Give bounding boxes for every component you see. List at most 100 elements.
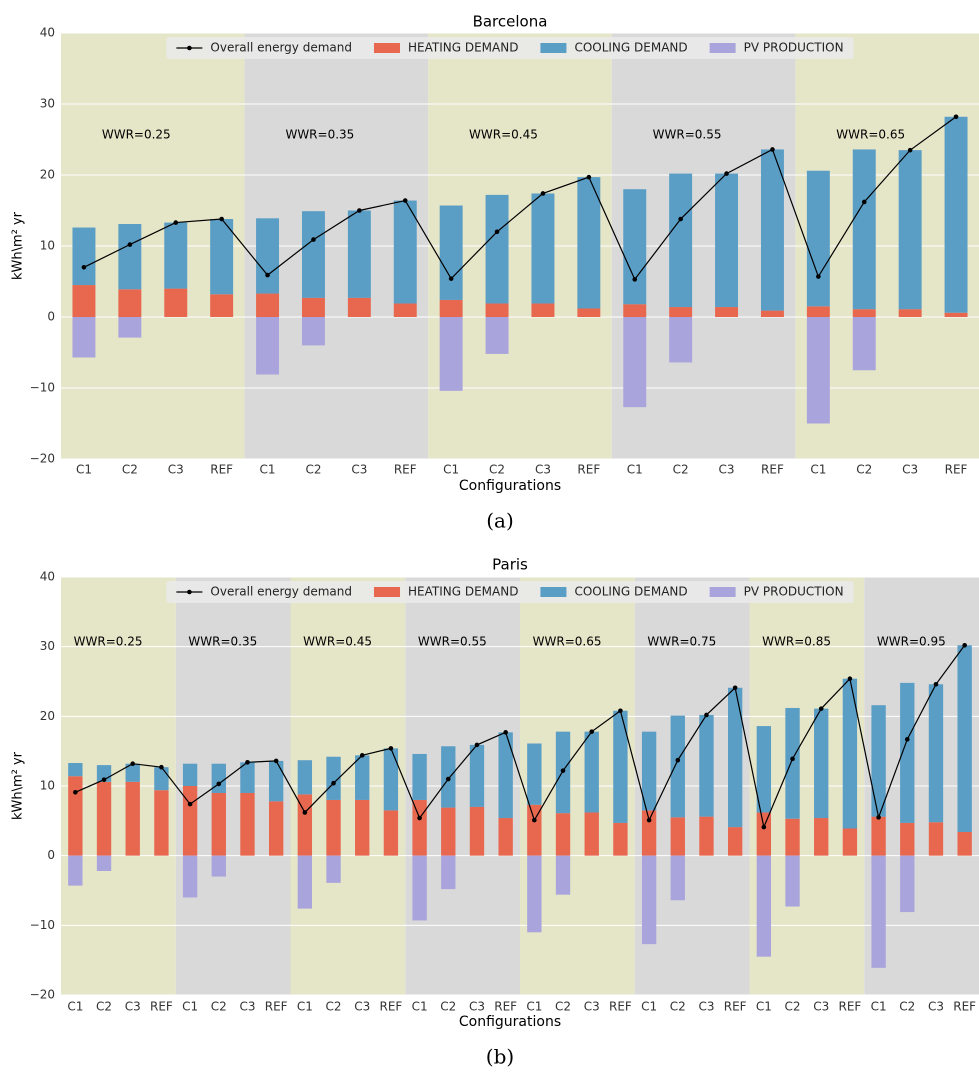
bar xyxy=(68,776,83,856)
line-marker xyxy=(101,777,107,783)
x-tick-label: REF xyxy=(724,1000,747,1014)
bar xyxy=(727,687,743,828)
bar xyxy=(785,818,800,856)
x-tick-label: C3 xyxy=(928,1000,944,1014)
bar xyxy=(852,309,876,317)
x-tick-label: C1 xyxy=(76,463,92,477)
bar xyxy=(211,763,226,793)
y-tick-label: 0 xyxy=(47,848,55,862)
bar xyxy=(412,753,427,800)
line-marker xyxy=(273,758,279,764)
x-tick-label: C1 xyxy=(182,1000,198,1014)
bar xyxy=(900,682,915,823)
legend-item: HEATING DEMAND xyxy=(373,41,518,55)
line-marker xyxy=(445,776,451,782)
line-marker xyxy=(359,753,365,758)
x-tick-label: C2 xyxy=(899,1000,915,1014)
bar xyxy=(806,170,830,307)
x-tick-label: REF xyxy=(609,1000,632,1014)
line-marker xyxy=(560,768,566,773)
line xyxy=(75,644,966,830)
x-tick-label: C2 xyxy=(785,1000,801,1014)
bar xyxy=(577,177,601,309)
x-tick-label: C3 xyxy=(168,463,184,477)
bar xyxy=(164,288,188,317)
legend-item: Overall energy demand xyxy=(176,41,352,55)
bar xyxy=(928,822,944,856)
bar xyxy=(210,294,234,317)
bar xyxy=(469,806,485,856)
x-tick-label: REF xyxy=(379,1000,402,1014)
bar xyxy=(623,304,647,317)
x-tick-label: C3 xyxy=(584,1000,600,1014)
legend-box xyxy=(166,581,854,603)
legend-label: PV PRODUCTION xyxy=(744,585,844,599)
legend-item: COOLING DEMAND xyxy=(540,585,688,599)
bar xyxy=(383,748,399,811)
bar xyxy=(623,189,647,305)
bar xyxy=(670,855,685,901)
bar xyxy=(125,763,140,782)
x-tick-label: C2 xyxy=(440,1000,456,1014)
group-label: WWR=0.65 xyxy=(836,128,905,142)
bar xyxy=(326,756,341,800)
legend-box xyxy=(166,37,854,59)
group-label: WWR=0.85 xyxy=(762,634,831,648)
line-marker xyxy=(847,676,853,682)
group-label: WWR=0.45 xyxy=(469,128,538,142)
bar xyxy=(485,194,509,304)
legend-label: Overall energy demand xyxy=(210,585,352,599)
bar xyxy=(211,792,226,856)
x-tick-label: C2 xyxy=(673,463,689,477)
line-marker xyxy=(589,729,595,734)
legend-marker xyxy=(187,45,192,51)
x-tick-label: C2 xyxy=(670,1000,686,1014)
line-marker xyxy=(962,642,967,648)
line-marker xyxy=(130,761,136,767)
legend-marker xyxy=(187,589,192,595)
bar xyxy=(154,767,169,791)
bar xyxy=(164,222,188,289)
bar xyxy=(182,786,198,856)
line-marker xyxy=(678,216,683,222)
bar xyxy=(806,306,830,317)
x-tick-label: C1 xyxy=(756,1000,772,1014)
x-tick-label: C2 xyxy=(96,1000,112,1014)
y-tick-label: 40 xyxy=(40,26,55,40)
group-label: WWR=0.25 xyxy=(74,634,143,648)
x-tick-label: C3 xyxy=(698,1000,714,1014)
x-tick-label: C1 xyxy=(67,1000,83,1014)
bar xyxy=(531,303,555,317)
line-marker xyxy=(953,114,959,120)
line-marker xyxy=(790,756,795,762)
line-marker xyxy=(302,810,308,815)
legend-label: COOLING DEMAND xyxy=(574,585,687,599)
bar xyxy=(393,200,417,304)
bar xyxy=(760,149,784,311)
bar xyxy=(485,303,509,317)
line-marker xyxy=(159,764,164,770)
group-label: WWR=0.35 xyxy=(285,128,354,142)
line-marker xyxy=(861,199,867,205)
x-tick-label: C3 xyxy=(239,1000,255,1014)
x-tick-label: C3 xyxy=(813,1000,829,1014)
line-marker xyxy=(876,815,881,820)
bar xyxy=(498,732,513,819)
bar xyxy=(485,317,509,354)
y-tick-label: 0 xyxy=(47,310,55,324)
bar xyxy=(68,763,83,777)
bar xyxy=(715,173,739,308)
legend-item: HEATING DEMAND xyxy=(373,585,518,599)
bar xyxy=(756,812,772,856)
line-marker xyxy=(704,712,709,718)
line-marker xyxy=(907,147,913,153)
group-label: WWR=0.45 xyxy=(303,634,372,648)
group-label: WWR=0.95 xyxy=(877,634,946,648)
bar xyxy=(756,855,772,957)
bar xyxy=(297,794,313,856)
bar xyxy=(355,799,370,856)
x-tick-label: C2 xyxy=(555,1000,571,1014)
bar xyxy=(211,855,226,877)
x-tick-label: C3 xyxy=(902,463,918,477)
line-marker xyxy=(311,237,316,242)
